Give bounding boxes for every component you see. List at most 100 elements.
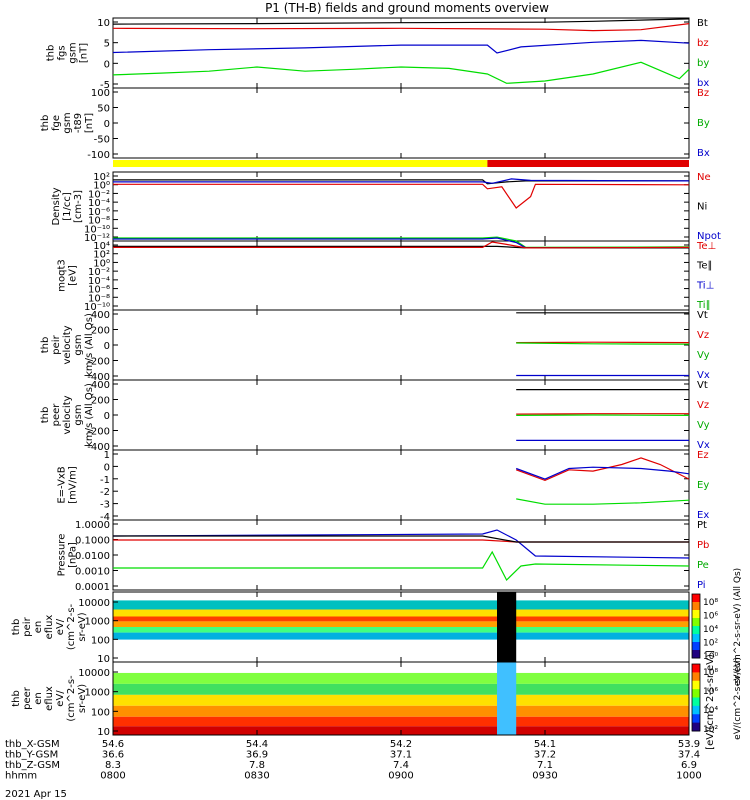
spectrogram-band <box>113 694 689 706</box>
y-tick-label: 0.0100 <box>75 551 110 562</box>
legend-entry: Ne <box>697 172 711 183</box>
y-tick-label: 0 <box>104 119 110 130</box>
panel-frame <box>112 87 690 159</box>
y-tick-label: 0.0010 <box>75 567 110 578</box>
y-tick-label: 10⁴ <box>93 241 110 252</box>
panel-frame <box>112 240 690 311</box>
y-axis-label: thbpeirvelocitygsmkm/s (All Qs) <box>40 313 95 377</box>
y-axis-label-line: thb <box>11 690 22 707</box>
y-tick-label: 10 <box>97 654 110 665</box>
mode-bar <box>113 160 689 167</box>
y-tick-label: 10⁻² <box>88 267 110 278</box>
spectrogram-peer_en_eflux: 10000100010010thbpeerenefluxeV/(cm^2-s-s… <box>11 657 743 740</box>
panel-efield: 10 -1-2 -3-4 E=-VxB[mV/m] Ez Ey Ex <box>57 449 709 523</box>
y-axis-label-line: [1/cc] <box>62 192 73 221</box>
panel-fgs_m90: 100 50 0 -50 -100 thbfgegsm-t89[nT] Bz By Bx <box>40 87 710 161</box>
y-axis-label: thbpeirenefluxeV/(cm^2-s-sr-eV) <box>11 603 88 650</box>
legend-entry: Bt <box>697 18 708 29</box>
y-tick-label: 50 <box>97 104 110 115</box>
y-axis-label: thbfgsgsm[nT] <box>46 42 90 63</box>
colorbar-frame <box>691 593 701 659</box>
legend-entry: bx <box>697 78 709 89</box>
colorbar-segment <box>692 594 700 603</box>
y-tick-label: 10⁻¹² <box>84 233 110 244</box>
orbit-row-value: 54.6 <box>102 739 124 750</box>
orbit-row-value: 54.2 <box>390 739 412 750</box>
y-axis-label-line: peer <box>51 403 62 427</box>
panel-frame <box>112 519 690 591</box>
orbit-row-label: hhmm <box>5 771 37 782</box>
y-axis-label-line: fge <box>51 115 62 131</box>
spectrogram-band <box>113 616 689 622</box>
y-tick-label: 10⁻⁴ <box>88 198 110 209</box>
legend-entry: Vz <box>697 400 709 411</box>
y-tick-label: -2 <box>100 487 110 498</box>
legend-entry: by <box>697 58 709 69</box>
spectrogram-band <box>113 632 689 640</box>
legend-entry: Vt <box>697 380 708 391</box>
spectrogram-gap <box>497 592 517 662</box>
y-tick-label: 1000 <box>85 617 110 628</box>
colorbar-segment <box>692 602 700 611</box>
series-Npot <box>113 178 690 184</box>
legend-entry: Pt <box>697 520 707 531</box>
orbit-row-value: 37.4 <box>678 750 700 761</box>
colorbar-segment <box>692 626 700 635</box>
series-Vy <box>516 342 690 345</box>
y-axis-label-line: gsm <box>73 334 84 355</box>
colorbar-tick-label: 10⁸ <box>703 598 718 608</box>
y-tick-label: 5 <box>104 39 110 50</box>
colorbar-segment <box>692 722 700 732</box>
legend-entry: Te∥ <box>696 261 713 272</box>
y-tick-label: -4 <box>100 512 110 523</box>
orbit-labels: thb_X-GSM 54.6 54.4 54.2 54.1 53.9 thb_Y-GSM 36… <box>5 739 702 782</box>
y-axis-label-line: gsm <box>73 404 84 425</box>
legend-entry: Ti⊥ <box>696 280 714 291</box>
legend-entry: Vz <box>697 330 709 341</box>
legend-entry: Pe <box>697 560 709 571</box>
legend-entry: Vt <box>697 310 708 321</box>
y-axis-label: E=-VxB[mV/m] <box>57 466 79 504</box>
y-axis-label-line: thb <box>40 115 51 132</box>
series-Te⊥ <box>113 241 690 249</box>
y-tick-label: -50 <box>94 135 110 146</box>
y-axis-label-line: velocity <box>62 325 73 364</box>
y-axis-label-line: moqt3 <box>57 259 68 292</box>
orbit-row-value: 0830 <box>244 771 269 782</box>
y-axis-label-line: (cm^2-s- <box>66 603 77 650</box>
colorbar-tick-label: 10² <box>703 725 718 735</box>
y-axis-label-line: [nPa] <box>68 542 79 568</box>
shared-colorbar-label: [eV/(cm^2-s-sr-eV)] <box>705 650 716 750</box>
y-tick-label: 10⁻⁴ <box>88 276 110 287</box>
series-Ey <box>515 466 690 480</box>
y-tick-label: 1000 <box>85 688 110 699</box>
y-tick-label: 1 <box>104 450 110 461</box>
legend-entry: Bx <box>697 148 710 159</box>
y-tick-label: 10000 <box>78 598 110 609</box>
series-Ne <box>113 183 690 209</box>
legend-entry: Npot <box>697 231 721 242</box>
y-tick-label: 10000 <box>78 668 110 679</box>
y-tick-label: -400 <box>87 372 110 383</box>
series-bz <box>112 23 690 32</box>
y-axis-label-line: [nT] <box>79 43 90 63</box>
legend-entry: Ez <box>697 450 709 461</box>
y-axis-label: Density[1/cc][cm-3] <box>51 187 84 225</box>
spectrogram-peir_en_eflux: 10000100010010thbpeirenefluxeV/(cm^2-s-s… <box>11 568 743 686</box>
y-tick-label: 10 <box>97 727 110 738</box>
y-axis-label-line: (cm^2-s- <box>66 675 77 722</box>
legend-entry: Ey <box>697 480 709 491</box>
y-tick-label: 10⁻⁸ <box>88 216 110 227</box>
y-axis-label-line: E=-VxB <box>57 466 68 503</box>
y-axis-label-line: velocity <box>62 395 73 434</box>
legend-entry: Vy <box>697 420 710 431</box>
series-bx <box>112 61 690 84</box>
y-axis-label-line: en <box>33 621 44 634</box>
y-axis-label-line: eflux <box>44 615 55 640</box>
mode-bar-fast <box>487 160 689 167</box>
y-tick-label: 10⁻⁶ <box>88 285 110 296</box>
y-tick-label: 0.0001 <box>75 582 110 593</box>
spectrogram-band <box>113 621 689 627</box>
y-axis-label: thbfgegsm-t89[nT] <box>40 112 95 133</box>
